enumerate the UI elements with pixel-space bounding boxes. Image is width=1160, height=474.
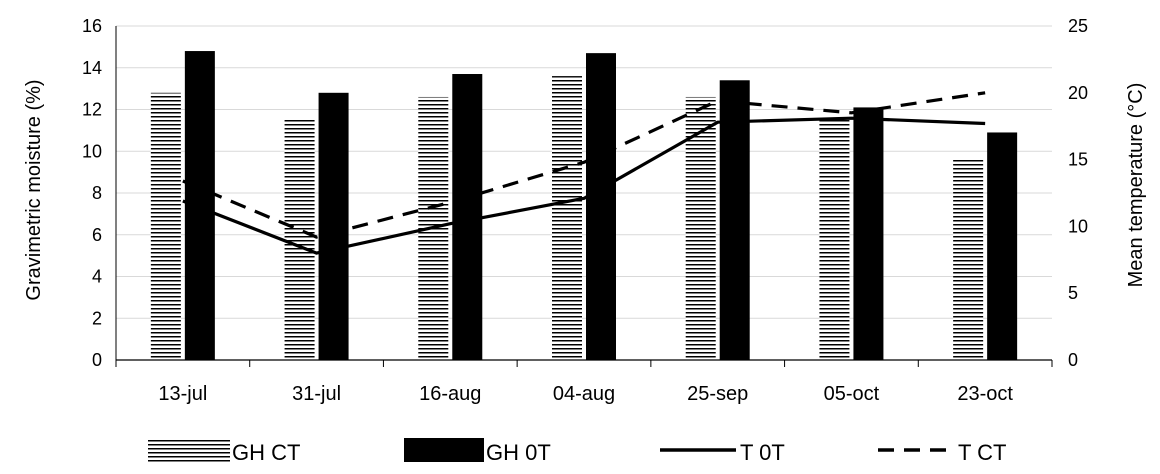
legend: GH CT GH 0T T 0T T CT xyxy=(148,438,1006,465)
y-tick-label-left: 0 xyxy=(92,350,102,370)
bar-gh-0t xyxy=(853,107,884,360)
x-tick-label: 23-oct xyxy=(957,383,1013,405)
bar-gh-0t xyxy=(586,53,616,360)
legend-swatch-gh-ct xyxy=(148,438,230,462)
bar-gh-0t xyxy=(987,132,1018,360)
bar-gh-ct xyxy=(284,119,315,360)
bar-gh-0t xyxy=(719,80,750,361)
y-tick-label-left: 12 xyxy=(82,100,102,120)
bar-gh-0t xyxy=(318,92,349,361)
legend-label: T CT xyxy=(958,440,1006,465)
y-tick-label-left: 8 xyxy=(92,183,102,203)
legend-swatch-gh-0t xyxy=(404,438,484,462)
line-t-ct xyxy=(182,91,986,239)
bar-gh-ct xyxy=(685,96,716,360)
y-tick-label-left: 6 xyxy=(92,225,102,245)
x-tick-label: 31-jul xyxy=(292,383,341,405)
bar-gh-ct xyxy=(150,92,181,361)
x-tick-label: 16-aug xyxy=(419,383,481,405)
series-lines xyxy=(182,91,986,255)
y-tick-label-right: 0 xyxy=(1068,350,1078,370)
axes xyxy=(115,26,1053,367)
x-tick-label: 05-oct xyxy=(824,383,880,405)
legend-label: GH CT xyxy=(232,440,300,465)
left-axis-ticks: 0 2 4 6 8 10 12 14 16 xyxy=(82,16,102,370)
x-tick-label: 13-jul xyxy=(158,383,207,405)
gridlines xyxy=(116,25,1052,319)
legend-label: T 0T xyxy=(740,440,785,465)
y-tick-label-left: 14 xyxy=(82,58,102,78)
y-tick-label-right: 25 xyxy=(1068,16,1088,36)
line-t-0t xyxy=(182,116,986,255)
x-axis-ticks: 13-jul 31-jul 16-aug 04-aug 25-sep 05-oct 23-o… xyxy=(158,383,1013,405)
y-tick-label-left: 2 xyxy=(92,308,102,328)
bar-gh-ct xyxy=(552,76,582,360)
x-tick-label: 25-sep xyxy=(687,383,748,405)
y-tick-label-left: 10 xyxy=(82,141,102,161)
legend-label: GH 0T xyxy=(486,440,551,465)
y-tick-label-left: 4 xyxy=(92,267,102,287)
bar-gh-ct xyxy=(953,157,984,360)
right-axis-ticks: 0 5 10 15 20 25 xyxy=(1068,16,1088,370)
y-axis-title-left: Gravimetric moisture (%) xyxy=(23,79,45,300)
y-tick-label-left: 16 xyxy=(82,16,102,36)
y-tick-label-right: 15 xyxy=(1068,150,1088,170)
bar-gh-0t xyxy=(184,51,215,361)
bar-gh-ct xyxy=(819,119,850,360)
y-tick-label-right: 5 xyxy=(1068,283,1078,303)
y-axis-title-right: Mean temperature (°C) xyxy=(1125,83,1147,288)
y-tick-label-right: 10 xyxy=(1068,216,1088,236)
bars xyxy=(150,51,1018,361)
y-tick-label-right: 20 xyxy=(1068,83,1088,103)
x-tick-label: 04-aug xyxy=(553,383,615,405)
